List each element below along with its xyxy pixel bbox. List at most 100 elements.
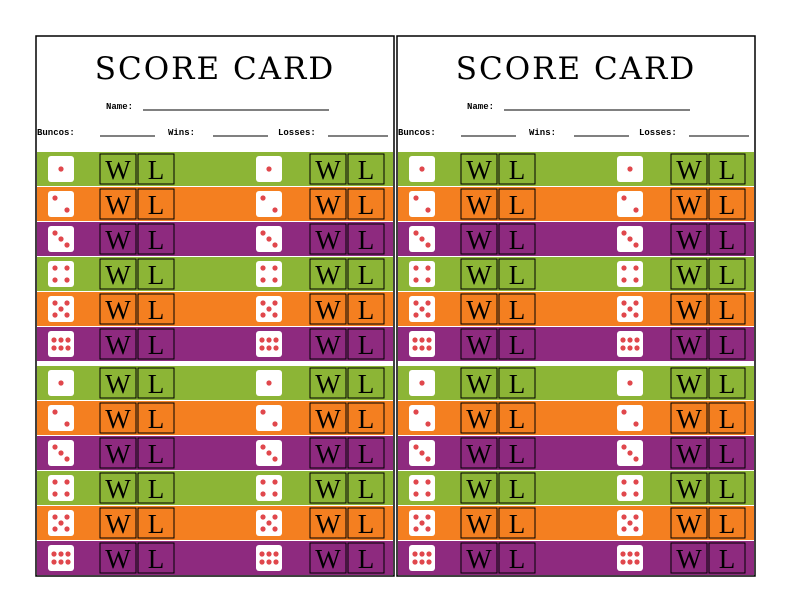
pip — [65, 345, 71, 351]
die — [48, 545, 74, 571]
row-band — [398, 541, 754, 575]
pip — [260, 265, 266, 271]
loss-box — [137, 437, 175, 469]
die — [48, 331, 74, 357]
pip — [52, 230, 58, 236]
buncos-label: Buncos: — [398, 128, 436, 138]
win-letter: W — [105, 439, 131, 469]
win-box — [460, 293, 498, 325]
pip — [266, 236, 272, 242]
pip — [413, 444, 419, 450]
pip — [272, 265, 278, 271]
win-letter: W — [466, 439, 492, 469]
win-box — [670, 402, 708, 434]
die — [256, 191, 282, 217]
pip — [627, 345, 633, 351]
win-box — [309, 293, 347, 325]
pip — [260, 444, 266, 450]
pip — [272, 514, 278, 520]
pip — [633, 312, 639, 318]
win-box — [309, 437, 347, 469]
pip — [633, 277, 639, 283]
loss-letter: L — [719, 225, 736, 255]
win-letter: W — [105, 225, 131, 255]
pip — [627, 306, 633, 312]
win-box — [460, 542, 498, 574]
pip — [64, 456, 70, 462]
pip — [266, 559, 272, 565]
die — [409, 191, 435, 217]
die — [256, 405, 282, 431]
loss-letter: L — [148, 295, 165, 325]
win-letter: W — [315, 260, 341, 290]
pip — [58, 166, 64, 172]
loss-letter: L — [719, 369, 736, 399]
loss-letter: L — [719, 260, 736, 290]
pip — [633, 242, 639, 248]
loss-letter: L — [148, 190, 165, 220]
win-box — [670, 507, 708, 539]
win-letter: W — [466, 474, 492, 504]
win-box — [460, 223, 498, 255]
win-letter: W — [676, 544, 702, 574]
win-box — [99, 507, 137, 539]
pip — [620, 337, 626, 343]
win-letter: W — [105, 155, 131, 185]
die — [617, 191, 643, 217]
pip — [58, 236, 64, 242]
win-letter: W — [466, 509, 492, 539]
pip — [64, 242, 70, 248]
loss-box — [347, 507, 385, 539]
pip — [419, 559, 425, 565]
loss-box — [347, 542, 385, 574]
loss-box — [137, 188, 175, 220]
win-letter: W — [315, 369, 341, 399]
pip — [52, 491, 58, 497]
pip — [633, 207, 639, 213]
pip — [52, 265, 58, 271]
pip — [426, 345, 432, 351]
loss-box — [498, 367, 536, 399]
pip — [259, 337, 265, 343]
win-letter: W — [676, 225, 702, 255]
win-letter: W — [105, 404, 131, 434]
row-band — [37, 366, 393, 400]
pip — [64, 277, 70, 283]
pip — [425, 207, 431, 213]
loss-letter: L — [148, 509, 165, 539]
pip — [51, 337, 57, 343]
loss-box — [498, 328, 536, 360]
pip — [425, 277, 431, 283]
loss-letter: L — [148, 439, 165, 469]
loss-letter: L — [148, 404, 165, 434]
die — [256, 331, 282, 357]
wins-label: Wins: — [168, 128, 195, 138]
win-letter: W — [466, 225, 492, 255]
win-box — [309, 507, 347, 539]
pip — [621, 491, 627, 497]
win-letter: W — [676, 330, 702, 360]
loss-letter: L — [509, 225, 526, 255]
pip — [266, 551, 272, 557]
pip — [413, 277, 419, 283]
loss-letter: L — [358, 295, 375, 325]
pip — [425, 456, 431, 462]
win-letter: W — [676, 404, 702, 434]
pip — [413, 514, 419, 520]
die — [409, 405, 435, 431]
pip — [272, 456, 278, 462]
pip — [634, 345, 640, 351]
pip — [425, 479, 431, 485]
pip — [51, 551, 57, 557]
pip — [58, 450, 64, 456]
die — [48, 475, 74, 501]
loss-box — [347, 367, 385, 399]
win-letter: W — [676, 474, 702, 504]
win-box — [309, 153, 347, 185]
win-letter: W — [315, 190, 341, 220]
pip — [272, 479, 278, 485]
loss-box — [137, 258, 175, 290]
pip — [58, 551, 64, 557]
loss-letter: L — [509, 260, 526, 290]
